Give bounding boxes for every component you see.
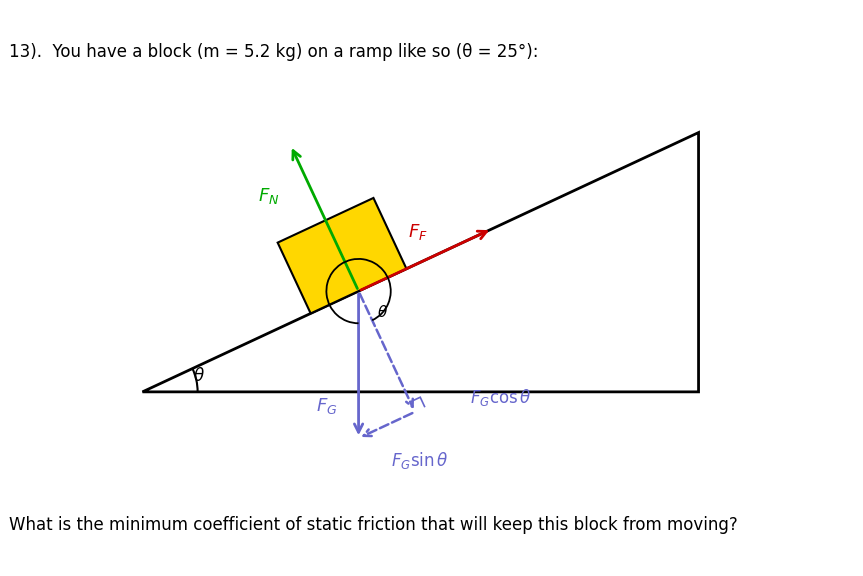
Text: $\theta$: $\theta$ [377, 304, 388, 320]
Text: $F_G\sin\theta$: $F_G\sin\theta$ [391, 450, 448, 471]
Text: $F_G\cos\theta$: $F_G\cos\theta$ [470, 386, 532, 408]
Text: $\theta$: $\theta$ [193, 366, 205, 385]
Text: $F_G$: $F_G$ [316, 396, 337, 415]
Polygon shape [278, 198, 406, 313]
Text: $F_F$: $F_F$ [408, 222, 428, 242]
Text: 13).  You have a block (m = 5.2 kg) on a ramp like so (θ = 25°):: 13). You have a block (m = 5.2 kg) on a … [9, 43, 539, 60]
Text: What is the minimum coefficient of static friction that will keep this block fro: What is the minimum coefficient of stati… [9, 516, 738, 535]
Text: $F_N$: $F_N$ [258, 186, 279, 206]
